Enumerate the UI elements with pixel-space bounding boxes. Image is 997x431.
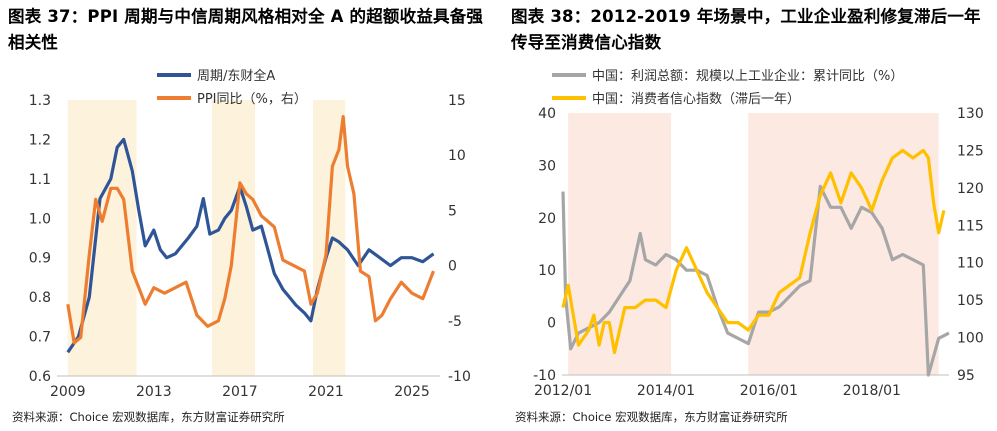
right-chart-title: 图表 38：2012-2019 年场景中，工业企业盈利修复滞后一年传导至消费信心… bbox=[511, 7, 981, 52]
right-chart-source: 资料来源：Choice 宏观数据库，东方财富证券研究所 bbox=[515, 410, 788, 424]
y-right-tick-label: -5 bbox=[448, 314, 462, 330]
y-right-tick-label: 120 bbox=[957, 181, 984, 197]
y-left-tick-label: 10 bbox=[538, 263, 556, 279]
y-left-tick-label: 1.0 bbox=[29, 211, 51, 227]
left-chart-title: 图表 37：PPI 周期与中信周期风格相对全 A 的超额收益具备强相关性 bbox=[8, 7, 484, 52]
right-chart-panel: 图表 38：2012-2019 年场景中，工业企业盈利修复滞后一年传导至消费信心… bbox=[503, 0, 997, 431]
x-tick-label: 2025 bbox=[394, 384, 430, 400]
y-right-tick-label: 0 bbox=[448, 259, 457, 275]
y-right-tick-label: 110 bbox=[957, 256, 984, 272]
x-tick-label: 2018/01 bbox=[843, 383, 901, 399]
x-tick-label: 2016/01 bbox=[740, 383, 798, 399]
y-right-tick-label: 125 bbox=[957, 143, 984, 159]
y-right-tick-label: 10 bbox=[448, 148, 466, 164]
legend-label-1: 周期/东财全A bbox=[197, 68, 275, 84]
legend-label-1: 中国：利润总额：规模以上工业企业：累计同比（%） bbox=[592, 68, 903, 84]
y-right-tick-label: 15 bbox=[448, 93, 466, 109]
legend-label-2: PPI同比（%，右） bbox=[197, 92, 307, 107]
right-chart: -10 0 10 20 30 40 95 100 105 110 115 120 125 130 2012/… bbox=[533, 68, 984, 399]
x-tick-label: 2017 bbox=[222, 384, 258, 400]
left-chart: 0.6 0.7 0.8 0.9 1.0 1.1 1.2 1.3 -10 -5 0 5 10 15 2009 2… bbox=[29, 68, 471, 400]
y-left-tick-label: -10 bbox=[533, 368, 556, 384]
y-right-tick-label: 95 bbox=[957, 368, 975, 384]
y-right-tick-label: 5 bbox=[448, 203, 457, 219]
y-left-tick-label: 20 bbox=[538, 211, 556, 227]
left-chart-source: 资料来源：Choice 宏观数据库，东方财富证券研究所 bbox=[12, 410, 285, 424]
x-tick-label: 2021 bbox=[308, 384, 344, 400]
series-line-1 bbox=[561, 184, 950, 377]
y-right-tick-label: 100 bbox=[957, 331, 984, 347]
y-left-tick-label: 0.7 bbox=[29, 330, 51, 346]
x-tick-label: 2013 bbox=[136, 384, 172, 400]
y-left-tick-label: 0.6 bbox=[29, 369, 51, 385]
series-line-2 bbox=[561, 148, 946, 355]
y-left-tick-label: 40 bbox=[538, 106, 556, 122]
left-chart-panel: 图表 37：PPI 周期与中信周期风格相对全 A 的超额收益具备强相关性 0.6… bbox=[0, 0, 494, 431]
y-right-tick-label: 105 bbox=[957, 293, 984, 309]
y-left-tick-label: 0.8 bbox=[29, 290, 51, 306]
y-left-tick-label: 0 bbox=[547, 316, 556, 332]
x-tick-label: 2009 bbox=[50, 384, 86, 400]
y-right-tick-label: 115 bbox=[957, 218, 984, 234]
y-left-tick-label: 1.1 bbox=[29, 172, 51, 188]
y-right-tick-label: 130 bbox=[957, 106, 984, 122]
series-line-1 bbox=[66, 137, 435, 354]
y-left-tick-label: 1.3 bbox=[29, 93, 51, 109]
series-line-2 bbox=[66, 114, 435, 345]
x-tick-label: 2014/01 bbox=[637, 383, 695, 399]
x-tick-label: 2012/01 bbox=[534, 383, 592, 399]
shaded-period-2 bbox=[748, 113, 939, 375]
y-left-tick-label: 0.9 bbox=[29, 251, 51, 267]
y-left-tick-label: 1.2 bbox=[29, 132, 51, 148]
y-left-tick-label: 30 bbox=[538, 158, 556, 174]
legend-label-2: 中国：消费者信心指数（滞后一年） bbox=[592, 92, 800, 107]
y-right-tick-label: -10 bbox=[448, 369, 471, 385]
